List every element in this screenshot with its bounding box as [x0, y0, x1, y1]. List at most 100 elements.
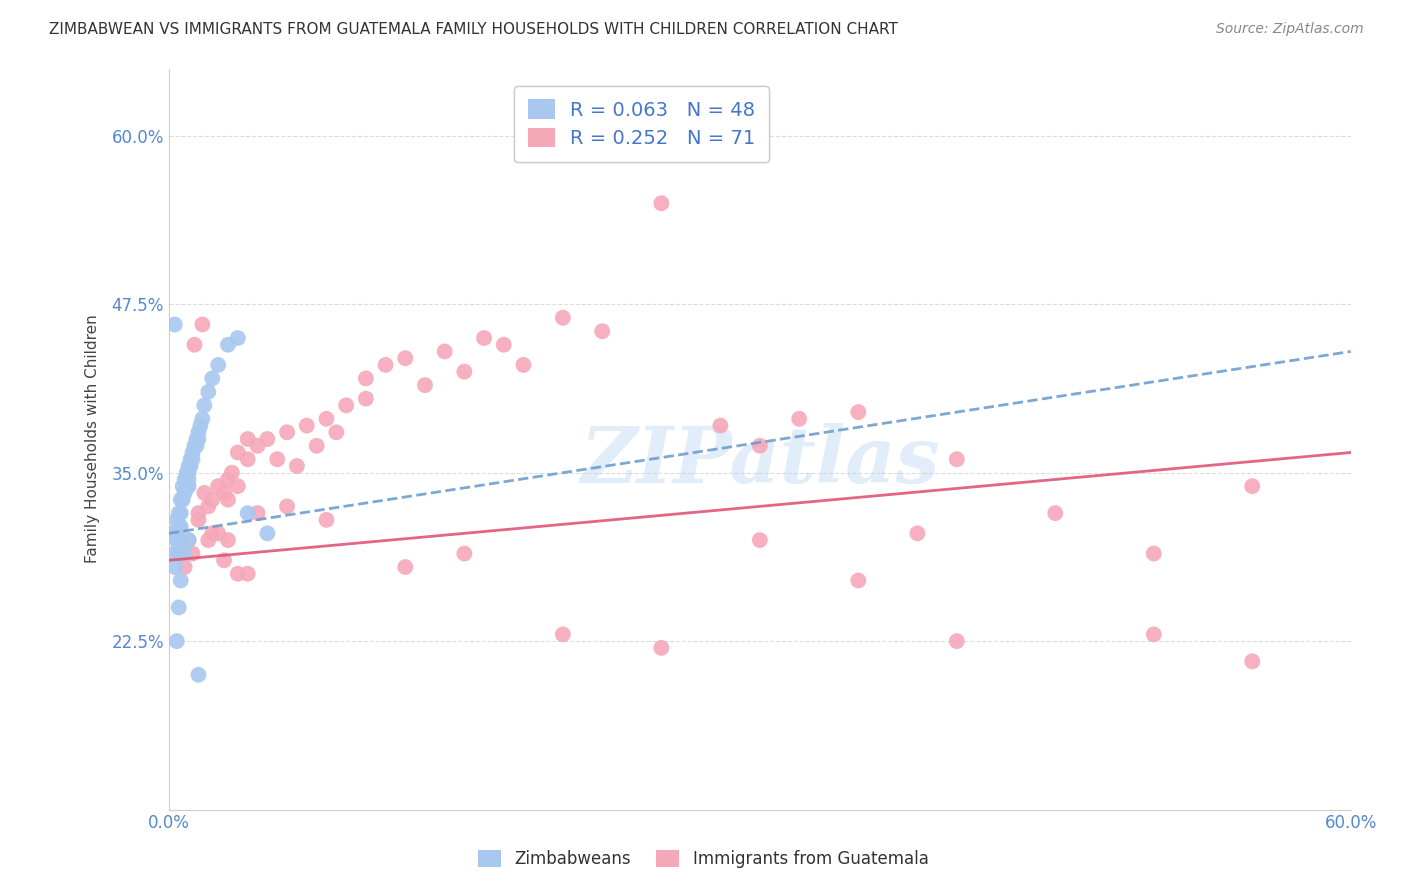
Text: ZIPatlas: ZIPatlas — [581, 423, 939, 500]
Point — [453, 547, 475, 561]
Point — [354, 371, 377, 385]
Point — [167, 506, 190, 520]
Point — [183, 337, 205, 351]
Point — [226, 445, 249, 459]
Point — [217, 472, 239, 486]
Point — [394, 351, 416, 366]
Point — [221, 466, 243, 480]
Point — [176, 466, 198, 480]
Text: Source: ZipAtlas.com: Source: ZipAtlas.com — [1216, 22, 1364, 37]
Point — [256, 432, 278, 446]
Point — [191, 318, 214, 332]
Point — [173, 560, 195, 574]
Point — [217, 492, 239, 507]
Point — [709, 418, 731, 433]
Point — [905, 526, 928, 541]
Point — [181, 547, 204, 561]
Point — [748, 533, 770, 547]
Point — [186, 439, 208, 453]
Point — [166, 513, 188, 527]
Legend: Zimbabweans, Immigrants from Guatemala: Zimbabweans, Immigrants from Guatemala — [471, 843, 935, 875]
Point — [167, 547, 190, 561]
Point — [201, 371, 224, 385]
Point — [170, 492, 193, 507]
Point — [197, 533, 219, 547]
Point — [187, 513, 209, 527]
Point — [167, 540, 190, 554]
Point — [315, 412, 337, 426]
Point — [163, 547, 186, 561]
Point — [1143, 627, 1166, 641]
Text: ZIMBABWEAN VS IMMIGRANTS FROM GUATEMALA FAMILY HOUSEHOLDS WITH CHILDREN CORRELAT: ZIMBABWEAN VS IMMIGRANTS FROM GUATEMALA … — [49, 22, 898, 37]
Point — [186, 432, 208, 446]
Point — [650, 640, 672, 655]
Point — [335, 398, 357, 412]
Point — [1241, 654, 1264, 668]
Point — [177, 479, 200, 493]
Point — [217, 533, 239, 547]
Point — [201, 492, 224, 507]
Point — [167, 519, 190, 533]
Point — [1143, 547, 1166, 561]
Point — [236, 432, 259, 446]
Point — [256, 526, 278, 541]
Point — [305, 439, 328, 453]
Point — [191, 412, 214, 426]
Point — [187, 432, 209, 446]
Point — [217, 337, 239, 351]
Point — [846, 405, 869, 419]
Point — [266, 452, 288, 467]
Point — [226, 331, 249, 345]
Point — [181, 445, 204, 459]
Point — [246, 506, 269, 520]
Point — [650, 196, 672, 211]
Point — [177, 533, 200, 547]
Point — [187, 506, 209, 520]
Point — [946, 634, 969, 648]
Point — [167, 600, 190, 615]
Point — [325, 425, 347, 440]
Point — [212, 553, 235, 567]
Point — [172, 479, 194, 493]
Point — [190, 418, 212, 433]
Point — [394, 560, 416, 574]
Point — [181, 452, 204, 467]
Point — [170, 574, 193, 588]
Point — [173, 472, 195, 486]
Point — [187, 668, 209, 682]
Point — [166, 634, 188, 648]
Point — [946, 452, 969, 467]
Point — [177, 533, 200, 547]
Point — [163, 318, 186, 332]
Point — [177, 466, 200, 480]
Point — [197, 384, 219, 399]
Point — [354, 392, 377, 406]
Point — [193, 398, 215, 412]
Point — [212, 486, 235, 500]
Point — [285, 458, 308, 473]
Point — [787, 412, 810, 426]
Point — [236, 506, 259, 520]
Legend: R = 0.063   N = 48, R = 0.252   N = 71: R = 0.063 N = 48, R = 0.252 N = 71 — [515, 86, 769, 161]
Point — [176, 479, 198, 493]
Point — [180, 452, 202, 467]
Point — [276, 500, 298, 514]
Point — [177, 472, 200, 486]
Point — [207, 479, 229, 493]
Point — [551, 627, 574, 641]
Point — [453, 365, 475, 379]
Point — [207, 526, 229, 541]
Point — [177, 458, 200, 473]
Point — [236, 452, 259, 467]
Point — [173, 486, 195, 500]
Point — [748, 439, 770, 453]
Point — [276, 425, 298, 440]
Point — [197, 500, 219, 514]
Point — [201, 526, 224, 541]
Point — [374, 358, 396, 372]
Point — [492, 337, 515, 351]
Point — [173, 547, 195, 561]
Point — [162, 526, 184, 541]
Point — [846, 574, 869, 588]
Point — [236, 566, 259, 581]
